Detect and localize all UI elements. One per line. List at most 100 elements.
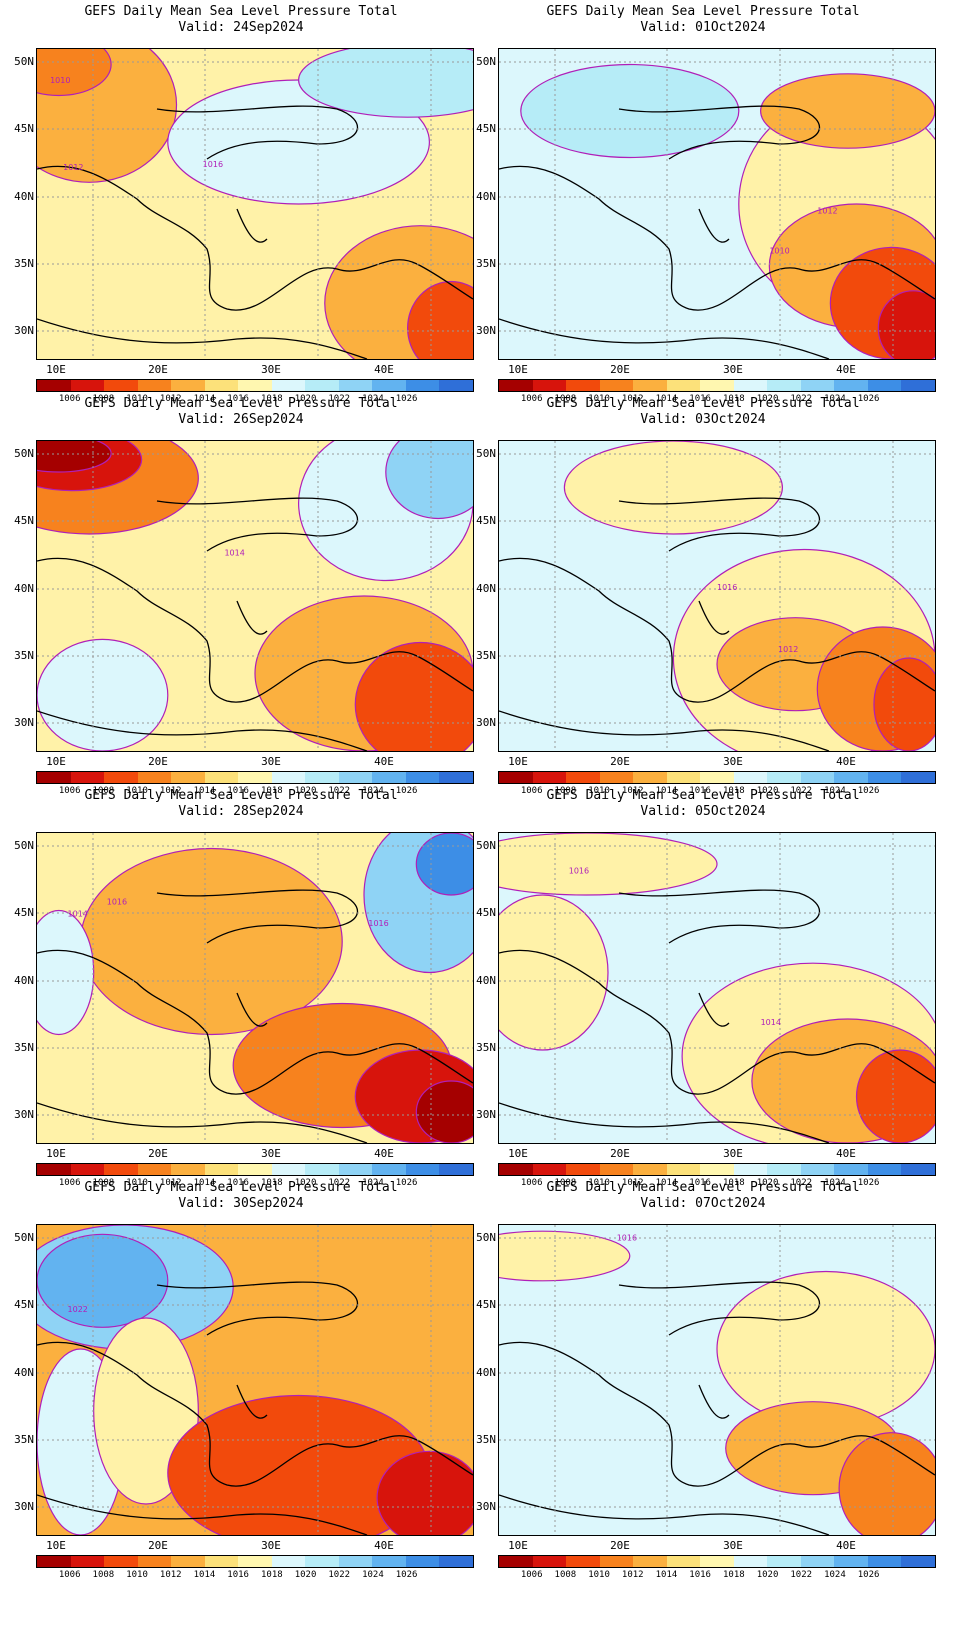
longitude-label: 10E [508, 1147, 528, 1160]
colorbar-swatch [271, 772, 306, 783]
colorbar-swatch [104, 380, 138, 391]
colorbar-label: 1018 [261, 394, 283, 404]
colorbar-swatch [405, 380, 440, 391]
pressure-map: 1014 [36, 440, 474, 752]
colorbar-label: 1014 [193, 786, 216, 796]
colorbar-swatch [733, 772, 768, 783]
colorbar-swatch [204, 1164, 239, 1175]
colorbar-swatch [499, 380, 533, 391]
coastline [499, 889, 935, 1143]
colorbar-label: 1012 [621, 394, 644, 404]
contour-label: 1014 [761, 1018, 781, 1027]
colorbar-label: 1008 [92, 1570, 115, 1580]
longitude-label: 20E [610, 755, 630, 768]
colorbar-swatch [372, 1164, 406, 1175]
colorbar-swatch [901, 1164, 935, 1175]
colorbar-swatch [566, 772, 600, 783]
colorbar-label: 1022 [790, 786, 813, 796]
colorbar-label: 1022 [328, 394, 351, 404]
colorbar-swatch [37, 1556, 71, 1567]
colorbar-label: 1014 [655, 1178, 678, 1188]
colorbar-label: 1024 [362, 786, 384, 796]
colorbar-label: 1018 [261, 1570, 283, 1580]
panel-title: GEFS Daily Mean Sea Level Pressure Total [84, 1180, 398, 1195]
colorbar-label: 1024 [362, 394, 384, 404]
panel-title: GEFS Daily Mean Sea Level Pressure Total [84, 396, 398, 411]
panel-title: GEFS Daily Mean Sea Level Pressure Total [84, 4, 398, 19]
colorbar-label: 1014 [193, 1178, 216, 1188]
colorbar-label: 1010 [588, 786, 610, 796]
colorbar-swatch [800, 1556, 835, 1567]
colorbar-swatch [767, 1164, 801, 1175]
colorbar-label: 1012 [621, 786, 644, 796]
panel-valid-date: Valid: 28Sep2024 [178, 804, 304, 819]
colorbar-swatch [204, 772, 239, 783]
colorbar-label: 1010 [588, 1178, 610, 1188]
contour-label: 1016 [368, 919, 388, 928]
contour-label: 1016 [107, 897, 127, 906]
colorbar-swatch [405, 772, 440, 783]
colorbar-label: 1010 [126, 786, 148, 796]
colorbar-label: 1008 [92, 786, 115, 796]
colorbar-swatch [305, 772, 339, 783]
latitude-label: 45N [476, 122, 496, 135]
map-panel: GEFS Daily Mean Sea Level Pressure Total… [462, 1176, 944, 1586]
pressure-region [37, 1233, 169, 1328]
pressure-region [354, 641, 473, 751]
longitude-label: 20E [148, 1147, 168, 1160]
colorbar-label: 1026 [395, 394, 418, 404]
pressure-map: 1012 1010 [498, 48, 936, 360]
panel-valid-date: Valid: 26Sep2024 [178, 412, 304, 427]
colorbar-label: 1024 [824, 394, 846, 404]
colorbar-label: 1020 [756, 1570, 779, 1580]
contour-label: 1016 [617, 1234, 637, 1243]
colorbar-label: 1014 [655, 1570, 678, 1580]
colorbar-swatch [901, 380, 935, 391]
latitude-label: 35N [14, 1433, 34, 1446]
colorbar-swatch [599, 772, 634, 783]
longitude-label: 40E [836, 1147, 856, 1160]
contour-label: 1012 [778, 645, 798, 654]
latitude-label: 45N [476, 1298, 496, 1311]
pressure-region [499, 833, 718, 896]
colorbar-swatch [599, 1556, 634, 1567]
colorbar-swatch [338, 772, 373, 783]
latitude-label: 30N [476, 1108, 496, 1121]
contour-label: 1016 [717, 583, 737, 592]
colorbar-swatch [104, 1164, 138, 1175]
colorbar-swatch [171, 1164, 205, 1175]
colorbar-label: 1020 [756, 1178, 779, 1188]
colorbar-swatch [901, 1556, 935, 1567]
colorbar-label: 1008 [92, 1178, 115, 1188]
colorbar-label: 1010 [588, 394, 610, 404]
colorbar-label: 1024 [362, 1570, 384, 1580]
colorbar-swatch [633, 1556, 667, 1567]
colorbar-swatch [767, 380, 801, 391]
panel-title: GEFS Daily Mean Sea Level Pressure Total [546, 4, 860, 19]
latitude-label: 40N [14, 582, 34, 595]
colorbar-label: 1010 [588, 1570, 610, 1580]
panel-valid-date: Valid: 30Sep2024 [178, 1196, 304, 1211]
colorbar-label: 1014 [655, 394, 678, 404]
panel-valid-date: Valid: 24Sep2024 [178, 20, 304, 35]
latitude-label: 45N [14, 514, 34, 527]
colorbar-swatch [700, 772, 734, 783]
colorbar-label: 1006 [58, 786, 81, 796]
longitude-label: 30E [261, 755, 281, 768]
panel-valid-date: Valid: 05Oct2024 [640, 804, 766, 819]
latitude-label: 30N [14, 1500, 34, 1513]
colorbar-label: 1018 [723, 786, 745, 796]
colorbar-label: 1020 [294, 1570, 317, 1580]
coastline [499, 497, 935, 751]
colorbar-swatch [338, 1556, 373, 1567]
latitude-label: 50N [14, 55, 34, 68]
latitude-label: 50N [476, 1231, 496, 1244]
map-panel: GEFS Daily Mean Sea Level Pressure Total… [0, 784, 482, 1194]
colorbar-label: 1016 [689, 786, 711, 796]
colorbar-swatch [104, 772, 138, 783]
colorbar-label: 1020 [756, 786, 779, 796]
colorbar-swatch [599, 380, 634, 391]
colorbar-label: 1024 [824, 786, 846, 796]
colorbar [498, 1555, 936, 1568]
coastline [499, 105, 935, 359]
